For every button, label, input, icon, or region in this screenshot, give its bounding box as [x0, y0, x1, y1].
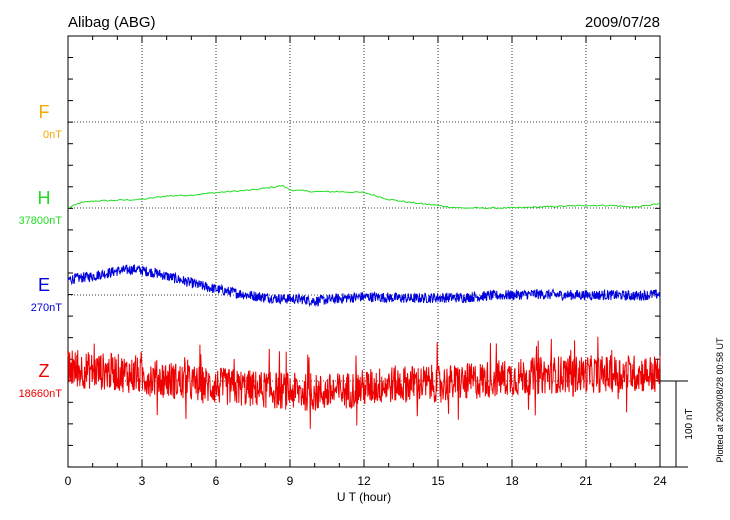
- baseline-label: 0nT: [43, 129, 62, 141]
- x-axis-label: U T (hour): [337, 490, 391, 504]
- baseline-label: 270nT: [31, 302, 62, 314]
- x-tick-label: 21: [579, 474, 593, 488]
- station-title: Alibag (ABG): [68, 14, 156, 31]
- x-tick-label: 12: [357, 474, 371, 488]
- component-labels: F 0nT H 37800nT E 270nT Z 18660nT: [19, 102, 63, 400]
- x-tick-label: 18: [505, 474, 519, 488]
- x-tick-label: 0: [65, 474, 72, 488]
- x-tick-label: 15: [431, 474, 445, 488]
- x-tick-labels: 0 3 6 9 12 15 18 21 24: [65, 474, 667, 488]
- date-title: 2009/07/28: [585, 14, 660, 31]
- baseline-label: 18660nT: [19, 388, 63, 400]
- series-line-E: [67, 264, 661, 308]
- scale-bar-label: 100 nT: [684, 408, 695, 439]
- series-line-Z: [67, 336, 661, 429]
- plotted-timestamp: Plotted at 2009/08/28 00:58 UT: [715, 337, 725, 463]
- series-line-H: [67, 184, 661, 210]
- scale-bar: 100 nT: [660, 380, 695, 468]
- component-label: F: [39, 102, 50, 122]
- x-tick-label: 6: [213, 474, 220, 488]
- component-label: H: [38, 188, 51, 208]
- x-tick-label: 24: [653, 474, 667, 488]
- baseline-label: 37800nT: [19, 215, 63, 227]
- x-tick-label: 9: [287, 474, 294, 488]
- component-label: Z: [39, 361, 50, 381]
- component-label: E: [38, 275, 50, 295]
- x-tick-label: 3: [139, 474, 146, 488]
- traces: [67, 184, 661, 429]
